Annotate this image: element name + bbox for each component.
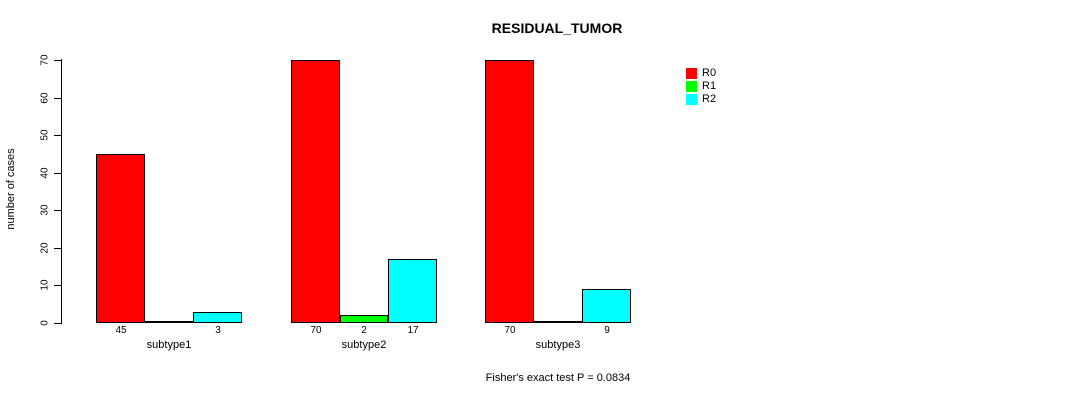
y-tick-label: 0 [39, 320, 51, 326]
fisher-test-annotation: Fisher's exact test P = 0.0834 [485, 372, 631, 384]
bar-value-label-R2-subtype3: 9 [604, 325, 610, 336]
bar-value-label-R2-subtype2: 17 [407, 325, 419, 336]
y-tick-label: 40 [39, 167, 51, 179]
y-tick-label: 20 [39, 242, 51, 254]
category-label-subtype1: subtype1 [146, 339, 192, 351]
y-axis-line [61, 59, 62, 324]
category-label-subtype3: subtype3 [535, 339, 581, 351]
y-tick-label: 50 [39, 129, 51, 141]
y-tick-mark [54, 173, 61, 174]
legend-item-R2: R2 [686, 93, 716, 106]
y-tick-label: 70 [39, 54, 51, 66]
bar-R2-subtype2 [388, 259, 437, 323]
bar-R1-subtype1-zero [145, 321, 193, 323]
legend-label-R2: R2 [702, 93, 717, 105]
legend-label-R0: R0 [702, 67, 717, 79]
bar-R0-subtype1 [96, 154, 145, 323]
y-tick-label: 10 [39, 279, 51, 291]
category-label-subtype2: subtype2 [341, 339, 387, 351]
y-tick-mark [54, 60, 61, 61]
y-tick-label: 60 [39, 92, 51, 104]
legend-item-R1: R1 [686, 80, 716, 93]
legend-swatch-R1 [686, 81, 697, 92]
bar-R2-subtype1 [193, 312, 242, 323]
y-tick-mark [54, 98, 61, 99]
legend-item-R0: R0 [686, 67, 716, 80]
y-tick-mark [54, 248, 61, 249]
bar-value-label-R0-subtype3: 70 [504, 325, 516, 336]
bar-R1-subtype3-zero [534, 321, 582, 323]
legend-swatch-R2 [686, 94, 697, 105]
legend-swatch-R0 [686, 68, 697, 79]
chart-title: RESIDUAL_TUMOR [491, 20, 623, 36]
bar-value-label-R1-subtype2: 2 [361, 325, 367, 336]
legend-label-R1: R1 [702, 80, 717, 92]
y-tick-mark [54, 285, 61, 286]
bar-value-label-R0-subtype1: 45 [115, 325, 127, 336]
bar-value-label-R2-subtype1: 3 [215, 325, 221, 336]
y-tick-mark [54, 323, 61, 324]
bar-R0-subtype3 [485, 60, 534, 323]
bar-R2-subtype3 [582, 289, 631, 323]
y-tick-mark [54, 210, 61, 211]
y-tick-label: 30 [39, 204, 51, 216]
bar-R1-subtype2 [340, 315, 388, 323]
bar-value-label-R0-subtype2: 70 [310, 325, 322, 336]
legend: R0 R1 R2 [686, 67, 716, 106]
y-tick-mark [54, 135, 61, 136]
bar-R0-subtype2 [291, 60, 340, 323]
